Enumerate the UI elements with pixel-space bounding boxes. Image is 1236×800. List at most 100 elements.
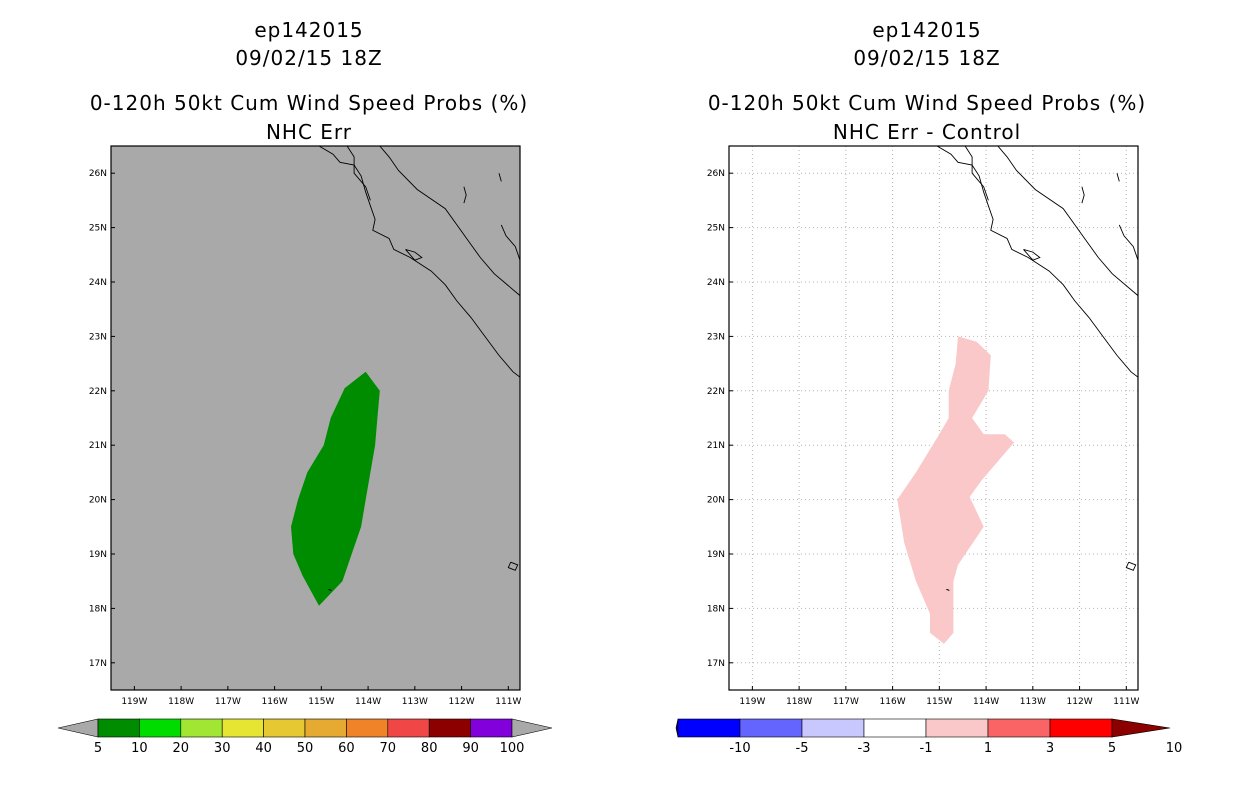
colorbar-box — [1049, 718, 1113, 738]
x-tick-label: 115W — [926, 697, 952, 707]
colorbar-label: -1 — [920, 741, 933, 756]
coastline — [1081, 186, 1085, 204]
x-tick-label: 117W — [833, 697, 859, 707]
map-frame — [728, 145, 1139, 691]
colorbar-right-arrow — [1111, 718, 1171, 738]
y-tick-label: 21N — [707, 441, 725, 451]
map-frame — [110, 145, 521, 691]
y-tick-label: 20N — [89, 496, 107, 506]
coastline — [1118, 224, 1138, 261]
colorbar-box — [739, 718, 803, 738]
coastline — [463, 186, 467, 204]
y-tick-label: 20N — [707, 496, 725, 506]
y-tick-label: 18N — [707, 604, 725, 614]
colorbar-label: -5 — [796, 741, 809, 756]
coastline — [318, 146, 520, 378]
colorbar-label: 10 — [1166, 741, 1183, 756]
colorbar-label: 10 — [131, 741, 148, 756]
colorbar-label: 100 — [500, 741, 525, 756]
coastline — [346, 146, 371, 201]
coastline — [1116, 173, 1120, 182]
y-tick-label: 21N — [89, 441, 107, 451]
y-tick-label: 18N — [89, 604, 107, 614]
product-title: 0-120h 50kt Cum Wind Speed Probs (%) — [89, 91, 529, 115]
colorbar-box — [139, 718, 182, 738]
x-tick-label: 119W — [739, 697, 765, 707]
date-title: 09/02/15 18Z — [235, 46, 383, 70]
map-background — [111, 146, 520, 690]
colorbar-right-arrow — [511, 718, 553, 738]
colorbar-box — [221, 718, 264, 738]
storm-id-title: ep142015 — [254, 18, 364, 42]
date-title: 09/02/15 18Z — [853, 46, 1001, 70]
y-tick-label: 22N — [89, 387, 107, 397]
y-tick-label: 25N — [89, 224, 107, 234]
colorbar-label: -3 — [858, 741, 871, 756]
map-contents — [729, 146, 1138, 690]
x-tick-label: 112W — [1067, 697, 1093, 707]
colorbar-box — [863, 718, 927, 738]
colorbar-label: 50 — [297, 741, 314, 756]
colorbar-label: 90 — [462, 741, 479, 756]
product-title: 0-120h 50kt Cum Wind Speed Probs (%) — [707, 91, 1147, 115]
x-tick-label: 116W — [880, 697, 906, 707]
x-tick-label: 116W — [262, 697, 288, 707]
y-tick-label: 23N — [89, 332, 107, 342]
colorbar-box — [428, 718, 471, 738]
y-tick-label: 25N — [707, 224, 725, 234]
colorbar-box — [925, 718, 989, 738]
y-tick-label: 24N — [707, 278, 725, 288]
x-tick-label: 114W — [355, 697, 381, 707]
y-tick-label: 23N — [707, 332, 725, 342]
colorbar-box — [677, 718, 741, 738]
probability-region — [897, 336, 1015, 644]
colorbar-box — [304, 718, 347, 738]
x-tick-label: 115W — [308, 697, 334, 707]
coastline — [1023, 248, 1041, 261]
y-tick-label: 17N — [89, 659, 107, 669]
x-tick-label: 113W — [402, 697, 428, 707]
colorbar-box — [387, 718, 430, 738]
x-tick-label: 118W — [786, 697, 812, 707]
coastline — [936, 146, 1138, 378]
colorbar-label: 70 — [380, 741, 397, 756]
y-tick-label: 22N — [707, 387, 725, 397]
coastline — [379, 146, 520, 296]
colorbar-box — [263, 718, 306, 738]
x-tick-label: 118W — [168, 697, 194, 707]
subtitle: NHC Err - Control — [832, 120, 1022, 144]
y-tick-label: 19N — [89, 550, 107, 560]
colorbar-box — [801, 718, 865, 738]
colorbar-box — [987, 718, 1051, 738]
y-tick-label: 26N — [89, 169, 107, 179]
colorbar-box — [346, 718, 389, 738]
map-contents — [291, 146, 520, 606]
coastline — [964, 146, 989, 201]
storm-marker — [946, 588, 950, 591]
coastline — [1125, 561, 1137, 571]
map-plot: 119W 118W 117W 116W 115W 114W 113W 112W 111W 17N 1… — [57, 145, 553, 756]
colorbar-label: 20 — [173, 741, 190, 756]
colorbar-label: 60 — [338, 741, 355, 756]
map-plot: 119W 118W 117W 116W 115W 114W 113W 112W 111W 17N 1… — [675, 145, 1183, 756]
subtitle: NHC Err — [265, 120, 353, 144]
colorbar-label: 5 — [1108, 741, 1116, 756]
coastline — [405, 248, 423, 261]
y-tick-label: 24N — [89, 278, 107, 288]
coastline — [500, 224, 520, 261]
colorbar-label: 1 — [984, 741, 992, 756]
colorbar-label: 40 — [255, 741, 272, 756]
y-tick-label: 26N — [707, 169, 725, 179]
colorbar-label: 3 — [1046, 741, 1054, 756]
colorbar-box — [180, 718, 223, 738]
colorbar-label: 5 — [94, 741, 102, 756]
coastline — [507, 561, 519, 571]
right-panel: ep142015 09/02/15 18Z 0-120h 50kt Cum Wi… — [618, 0, 1236, 800]
y-tick-label: 17N — [707, 659, 725, 669]
colorbar-label: -10 — [729, 741, 750, 756]
x-tick-label: 117W — [215, 697, 241, 707]
x-tick-label: 111W — [1113, 697, 1139, 707]
x-tick-label: 114W — [973, 697, 999, 707]
storm-id-title: ep142015 — [872, 18, 982, 42]
x-tick-label: 113W — [1020, 697, 1046, 707]
